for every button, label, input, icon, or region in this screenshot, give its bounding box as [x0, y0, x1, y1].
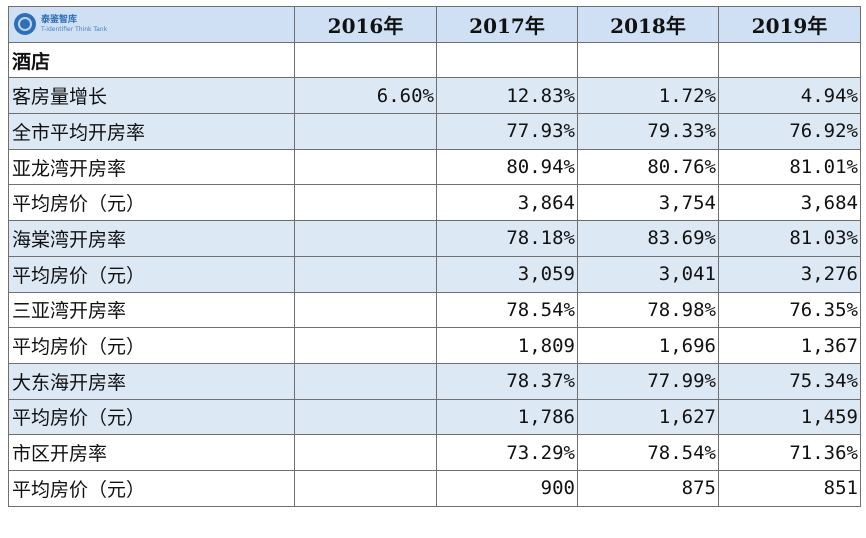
table-row: 客房量增长 6.60% 12.83% 1.72% 4.94% [8, 77, 861, 115]
value-cell [294, 148, 437, 186]
column-header-2016: 2016年 [294, 6, 437, 43]
table-row: 平均房价（元） 900 875 851 [8, 469, 861, 507]
value-cell [294, 434, 437, 471]
value-cell: 12.83% [436, 77, 578, 115]
value-cell: 75.34% [718, 362, 861, 400]
value-cell: 77.93% [436, 113, 578, 150]
row-label: 客房量增长 [8, 77, 295, 115]
value-cell [294, 113, 437, 150]
value-cell: 78.18% [436, 220, 578, 257]
value-cell: 1,367 [718, 327, 861, 364]
section-row: 酒店 [8, 41, 861, 79]
column-header-2018: 2018年 [577, 6, 719, 43]
value-cell: 78.37% [436, 362, 578, 400]
value-cell: 80.76% [577, 148, 719, 186]
value-cell: 3,276 [718, 255, 861, 293]
row-label: 平均房价（元） [8, 327, 295, 364]
table-row: 平均房价（元） 3,864 3,754 3,684 [8, 184, 861, 222]
logo-cell: 泰鉴智库 T-identifier Think Tank [8, 6, 295, 43]
section-cell [436, 41, 578, 79]
value-cell: 78.54% [577, 434, 719, 471]
value-cell [294, 184, 437, 222]
value-cell: 3,754 [577, 184, 719, 222]
value-cell: 78.98% [577, 291, 719, 329]
value-cell: 1,809 [436, 327, 578, 364]
row-label: 亚龙湾开房率 [8, 148, 295, 186]
value-cell: 900 [436, 469, 578, 507]
section-label: 酒店 [8, 41, 295, 79]
table-body: 酒店 客房量增长 6.60% 12.83% 1.72% 4.94% 全市平均开房率 77.9… [8, 41, 861, 507]
row-label: 平均房价（元） [8, 184, 295, 222]
value-cell: 3,041 [577, 255, 719, 293]
table-row: 平均房价（元） 1,786 1,627 1,459 [8, 398, 861, 436]
value-cell: 80.94% [436, 148, 578, 186]
logo-mark-icon [14, 13, 36, 36]
value-cell: 77.99% [577, 362, 719, 400]
value-cell [294, 398, 437, 436]
value-cell: 4.94% [718, 77, 861, 115]
value-cell [294, 220, 437, 257]
table-row: 市区开房率 73.29% 78.54% 71.36% [8, 434, 861, 471]
logo-en: T-identifier Think Tank [41, 25, 108, 33]
row-label: 大东海开房率 [8, 362, 295, 400]
value-cell: 79.33% [577, 113, 719, 150]
value-cell: 6.60% [294, 77, 437, 115]
value-cell: 1.72% [577, 77, 719, 115]
row-label: 平均房价（元） [8, 398, 295, 436]
hotel-stats-table: 泰鉴智库 T-identifier Think Tank 2016年 2017年… [8, 6, 861, 507]
value-cell: 851 [718, 469, 861, 507]
row-label: 平均房价（元） [8, 255, 295, 293]
value-cell: 875 [577, 469, 719, 507]
row-label: 海棠湾开房率 [8, 220, 295, 257]
value-cell: 1,696 [577, 327, 719, 364]
row-label: 全市平均开房率 [8, 113, 295, 150]
table-row: 平均房价（元） 1,809 1,696 1,367 [8, 327, 861, 364]
value-cell: 81.01% [718, 148, 861, 186]
value-cell [294, 327, 437, 364]
row-label: 三亚湾开房率 [8, 291, 295, 329]
table-row: 亚龙湾开房率 80.94% 80.76% 81.01% [8, 148, 861, 186]
value-cell: 3,059 [436, 255, 578, 293]
logo-text: 泰鉴智库 T-identifier Think Tank [41, 14, 108, 33]
value-cell [294, 291, 437, 329]
value-cell [294, 255, 437, 293]
value-cell: 1,459 [718, 398, 861, 436]
section-cell [577, 41, 719, 79]
table-row: 大东海开房率 78.37% 77.99% 75.34% [8, 362, 861, 400]
value-cell: 78.54% [436, 291, 578, 329]
row-label: 市区开房率 [8, 434, 295, 471]
table-row: 三亚湾开房率 78.54% 78.98% 76.35% [8, 291, 861, 329]
logo-cn: 泰鉴智库 [41, 14, 78, 25]
section-cell [718, 41, 861, 79]
table-header: 泰鉴智库 T-identifier Think Tank 2016年 2017年… [8, 6, 861, 43]
value-cell: 71.36% [718, 434, 861, 471]
column-header-2019: 2019年 [718, 6, 861, 43]
value-cell: 76.35% [718, 291, 861, 329]
table-row: 平均房价（元） 3,059 3,041 3,276 [8, 255, 861, 293]
value-cell: 83.69% [577, 220, 719, 257]
table-row: 海棠湾开房率 78.18% 83.69% 81.03% [8, 220, 861, 257]
section-cell [294, 41, 437, 79]
column-header-2017: 2017年 [436, 6, 578, 43]
value-cell: 73.29% [436, 434, 578, 471]
logo: 泰鉴智库 T-identifier Think Tank [11, 13, 292, 36]
row-label: 平均房价（元） [8, 469, 295, 507]
value-cell: 3,864 [436, 184, 578, 222]
value-cell: 1,786 [436, 398, 578, 436]
value-cell: 76.92% [718, 113, 861, 150]
header-row: 泰鉴智库 T-identifier Think Tank 2016年 2017年… [8, 6, 861, 43]
value-cell: 3,684 [718, 184, 861, 222]
value-cell [294, 469, 437, 507]
table-row: 全市平均开房率 77.93% 79.33% 76.92% [8, 113, 861, 150]
value-cell: 1,627 [577, 398, 719, 436]
value-cell [294, 362, 437, 400]
value-cell: 81.03% [718, 220, 861, 257]
